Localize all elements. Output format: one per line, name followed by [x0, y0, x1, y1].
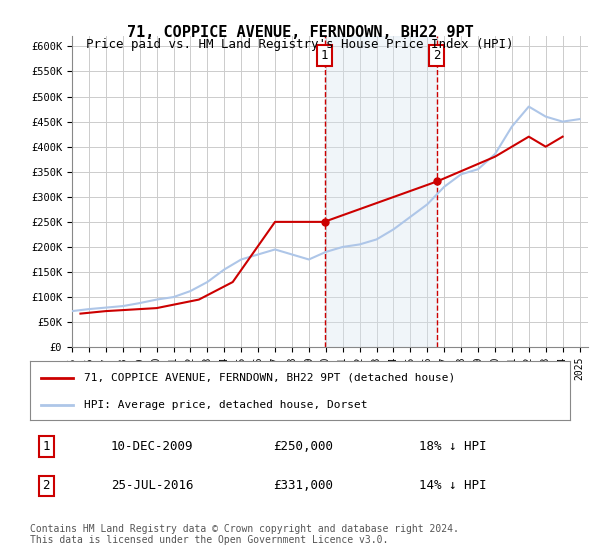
Text: 25-JUL-2016: 25-JUL-2016: [111, 479, 193, 492]
Text: 71, COPPICE AVENUE, FERNDOWN, BH22 9PT: 71, COPPICE AVENUE, FERNDOWN, BH22 9PT: [127, 25, 473, 40]
Text: HPI: Average price, detached house, Dorset: HPI: Average price, detached house, Dors…: [84, 400, 367, 410]
Text: 2: 2: [43, 479, 50, 492]
Text: 1: 1: [321, 49, 329, 62]
Text: 18% ↓ HPI: 18% ↓ HPI: [419, 440, 487, 453]
Bar: [325, 36, 437, 347]
Text: £331,000: £331,000: [273, 479, 333, 492]
Text: 14% ↓ HPI: 14% ↓ HPI: [419, 479, 487, 492]
Text: 2: 2: [433, 49, 440, 62]
Text: 71, COPPICE AVENUE, FERNDOWN, BH22 9PT (detached house): 71, COPPICE AVENUE, FERNDOWN, BH22 9PT (…: [84, 372, 455, 382]
Text: Price paid vs. HM Land Registry's House Price Index (HPI): Price paid vs. HM Land Registry's House …: [86, 38, 514, 51]
Text: 1: 1: [43, 440, 50, 453]
Text: Contains HM Land Registry data © Crown copyright and database right 2024.
This d: Contains HM Land Registry data © Crown c…: [30, 524, 459, 545]
Text: £250,000: £250,000: [273, 440, 333, 453]
Text: 10-DEC-2009: 10-DEC-2009: [111, 440, 193, 453]
